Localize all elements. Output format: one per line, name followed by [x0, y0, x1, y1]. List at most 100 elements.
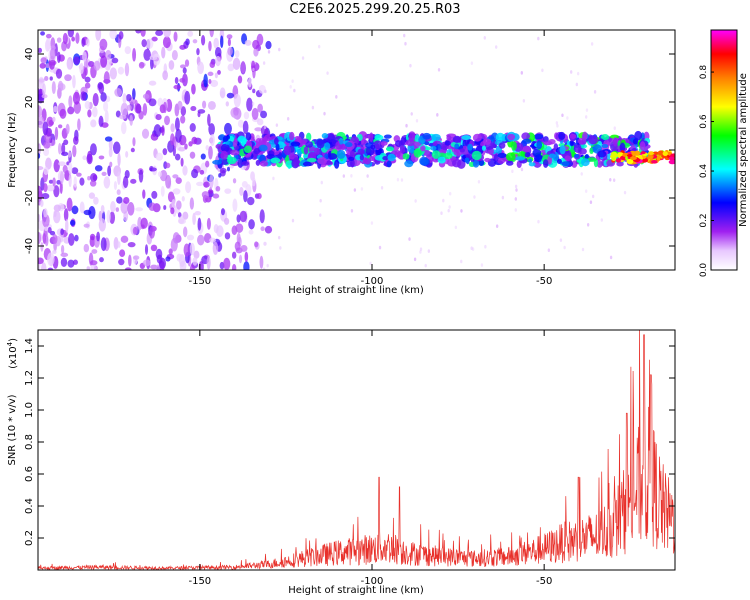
snr-y-tick-label: 0.4	[24, 498, 35, 514]
spectrogram-cell	[272, 176, 275, 181]
spectrogram-cell	[175, 128, 182, 143]
spectrogram-cell	[251, 107, 259, 120]
spectrogram-cell	[431, 133, 441, 141]
spectrogram-cell	[150, 244, 158, 252]
spectrogram-cell	[373, 140, 383, 150]
spectrogram-cell	[348, 156, 355, 161]
spectrogram-cell	[192, 257, 198, 266]
spectrogram-cell	[42, 121, 49, 136]
spectrogram-cell	[515, 188, 518, 192]
spectrogram-cell	[59, 108, 67, 119]
spectrogram-cell	[42, 214, 50, 228]
spectrogram-cell	[93, 196, 99, 205]
spectrogram-cell	[219, 167, 227, 174]
spectrogram-y-tick-label: 0	[24, 147, 35, 153]
spectrogram-cell	[558, 131, 566, 140]
spectrogram-cell	[588, 135, 599, 145]
spectrogram-cell	[109, 30, 118, 40]
colorbar-label: Normalized spectral amplitude	[738, 73, 749, 227]
spectrogram-cell	[130, 178, 137, 184]
spectrogram-cell	[305, 141, 314, 148]
spectrogram-cell	[610, 153, 619, 158]
spectrogram-cell	[496, 157, 506, 164]
spectrogram-cell	[336, 149, 346, 159]
spectrogram-cell	[65, 219, 69, 233]
spectrogram-cell	[514, 208, 517, 212]
spectrogram-cell	[586, 223, 590, 227]
spectrogram-cell	[495, 224, 499, 228]
spectrogram-cell	[321, 133, 329, 139]
spectrogram-cell	[189, 123, 196, 132]
spectrogram-cell	[108, 147, 113, 158]
spectrogram-cell	[197, 217, 202, 231]
spectrogram-cell	[256, 193, 262, 200]
spectrogram-cell	[451, 158, 462, 168]
spectrogram-cell	[440, 211, 443, 216]
spectrogram-cell	[38, 78, 45, 83]
spectrogram-cell	[408, 237, 411, 241]
spectrogram-cell	[103, 176, 111, 189]
spectrogram-cell	[212, 241, 219, 255]
spectrogram-cell	[100, 55, 108, 68]
spectrogram-cell	[117, 152, 121, 167]
spectrogram-x-ticks: -150 -100 -50	[188, 30, 552, 287]
spectrogram-cell	[580, 158, 590, 167]
spectrogram-cell	[548, 153, 556, 159]
spectrogram-cell	[657, 150, 664, 156]
spectrogram-cell	[183, 226, 188, 238]
spectrogram-cell	[403, 33, 406, 38]
snr-y-ticks: 0.2 0.4 0.6 0.8 1.0 1.2 1.4	[24, 338, 675, 546]
spectrogram-cell	[39, 62, 46, 69]
spectrogram-cell	[366, 174, 369, 178]
spectrogram-cell	[323, 111, 326, 116]
spectrogram-cell	[132, 226, 138, 235]
spectrogram-cell	[165, 256, 171, 262]
spectrogram-cell	[182, 165, 188, 176]
spectrogram-cell	[253, 148, 261, 155]
spectrogram-cell	[593, 90, 597, 94]
spectrogram-cell	[267, 50, 271, 54]
spectrogram-cell	[447, 208, 450, 213]
spectrogram-cell	[194, 210, 201, 216]
spectrogram-cell	[369, 261, 372, 266]
spectrogram-cell	[67, 30, 74, 38]
spectrogram-cell	[92, 92, 99, 107]
spectrogram-cell	[98, 155, 105, 160]
spectrogram-cell	[612, 178, 616, 182]
spectrogram-cell	[570, 134, 577, 139]
spectrogram-cell	[109, 211, 116, 224]
spectrogram-cell	[38, 105, 43, 118]
spectrogram-cell	[81, 37, 86, 48]
spectrogram-cell	[501, 195, 505, 200]
spectrogram-cell	[165, 174, 172, 189]
spectrogram-cell	[49, 76, 53, 81]
spectrogram-cell	[40, 262, 47, 270]
spectrogram-cell	[320, 180, 323, 185]
spectrogram-cell	[38, 47, 43, 53]
spectrogram-cell	[57, 80, 64, 92]
spectrogram-y-tick-label: -40	[24, 238, 35, 254]
spectrogram-cell	[164, 115, 170, 126]
spectrogram-cell	[240, 244, 248, 252]
spectrogram-cell	[113, 180, 118, 190]
spectrogram-cell	[67, 106, 75, 115]
spectrogram-cell	[237, 75, 243, 84]
spectrogram-cell	[404, 160, 414, 168]
spectrogram-cell	[292, 157, 300, 168]
spectrogram-cell	[369, 132, 374, 143]
spectrogram-cell	[177, 100, 183, 110]
spectrogram-cell	[244, 39, 252, 46]
spectrogram-cell	[53, 204, 61, 212]
spectrogram-cell	[619, 142, 626, 152]
spectrogram-cell	[38, 166, 44, 171]
spectrogram-cell	[254, 241, 259, 248]
spectrogram-cell	[277, 235, 281, 240]
spectrogram-cell	[155, 114, 162, 121]
spectrogram-cell	[264, 225, 273, 234]
spectrogram-cell	[350, 174, 353, 178]
spectrogram-cell	[427, 249, 431, 253]
spectrogram-cell	[103, 71, 110, 85]
spectrogram-cell	[205, 160, 210, 168]
spectrogram-cell	[56, 179, 61, 185]
spectrogram-cell	[506, 160, 514, 166]
